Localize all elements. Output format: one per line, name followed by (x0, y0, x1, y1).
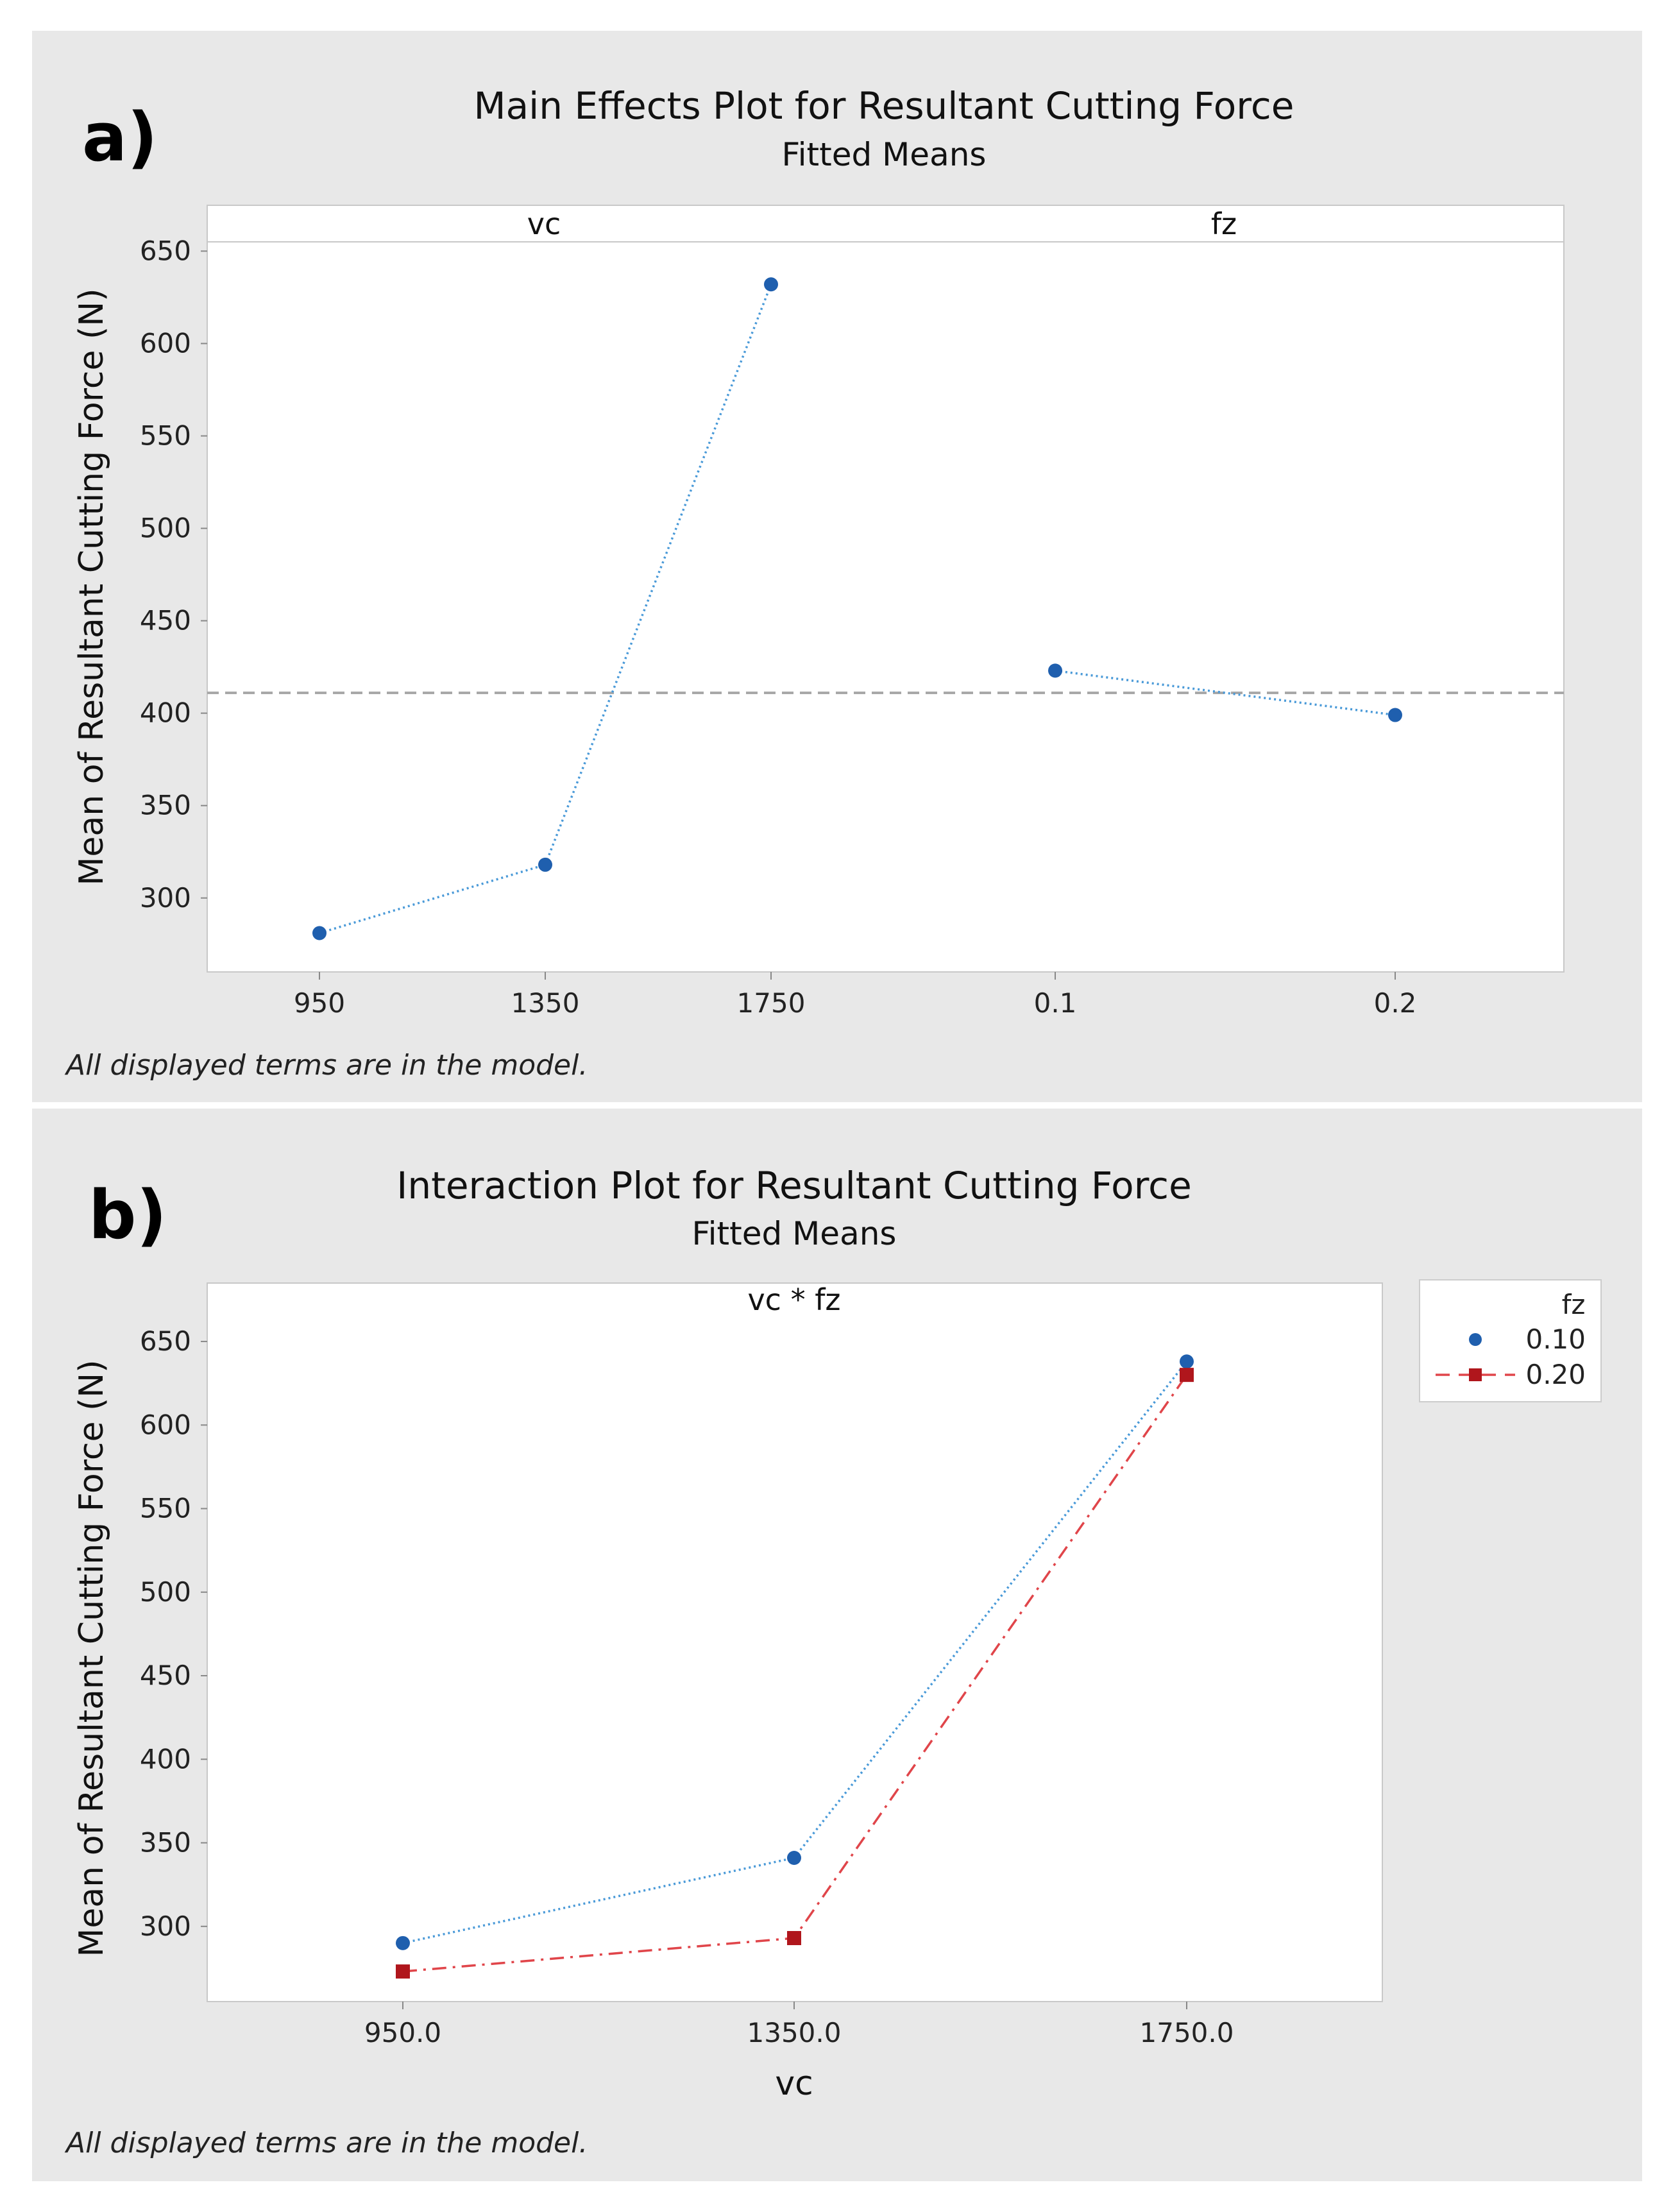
panel-a-y-ticks: 300 350 400 450 500 550 600 650 (140, 235, 207, 914)
panel-a-y-axis-label: Mean of Resultant Cutting Force (N) (72, 289, 111, 886)
series-point-fz-0.20 (1180, 1368, 1194, 1382)
y-tick-label: 650 (140, 235, 191, 266)
x-tick-label: 0.1 (1034, 987, 1077, 1019)
main-effect-point-fz (1048, 663, 1062, 678)
y-tick-label: 350 (140, 790, 191, 821)
panel-b-y-axis-label: Mean of Resultant Cutting Force (N) (72, 1360, 111, 1957)
legend-items: 0.10 0.20 (1436, 1323, 1586, 1390)
panel-a-label: a) (82, 98, 158, 176)
main-effect-point-fz (1388, 708, 1402, 722)
x-tick-label: 0.2 (1374, 987, 1417, 1019)
panel-b-y-ticks: 300 350 400 450 500 550 600 650 (140, 1325, 207, 1942)
main-effect-line-vc (319, 284, 772, 935)
legend-marker-square (1469, 1368, 1482, 1381)
y-tick-label: 600 (140, 327, 191, 359)
facet-label-vc: vc (527, 207, 561, 241)
y-tick-label: 400 (140, 1743, 191, 1774)
series-point-fz-0.20 (396, 1964, 410, 1979)
y-tick-label: 600 (140, 1409, 191, 1440)
y-tick-label: 450 (140, 1660, 191, 1691)
panel-b-subtitle: Fitted Means (692, 1215, 897, 1252)
y-tick-label: 300 (140, 882, 191, 914)
series-point-fz-0.10 (1180, 1354, 1194, 1369)
facet-label-fz: fz (1211, 207, 1237, 241)
series-point-fz-0.10 (787, 1850, 801, 1865)
panel-b-x-axis-label: vc (775, 2064, 813, 2103)
legend-title: fz (1562, 1289, 1586, 1320)
main-effect-point-vc (538, 857, 552, 872)
panel-a-title: Main Effects Plot for Resultant Cutting … (474, 84, 1294, 128)
panel-a-footnote: All displayed terms are in the model. (64, 1049, 588, 1082)
y-tick-label: 500 (140, 513, 191, 544)
panel-b-title: Interaction Plot for Resultant Cutting F… (396, 1164, 1192, 1207)
series-point-fz-0.10 (396, 1936, 410, 1950)
panel-a-subtitle: Fitted Means (782, 136, 987, 173)
panel-a-x-ticks: 950 1350 1750 0.1 0.2 (294, 972, 1416, 1019)
y-tick-label: 500 (140, 1576, 191, 1608)
panel-a-marks (207, 277, 1564, 940)
y-tick-label: 550 (140, 1493, 191, 1524)
x-tick-label: 1750.0 (1140, 2017, 1234, 2048)
panel-b-footnote: All displayed terms are in the model. (64, 2127, 588, 2159)
y-tick-label: 350 (140, 1827, 191, 1859)
x-tick-label: 1750 (737, 987, 806, 1019)
panel-b-x-ticks: 950.0 1350.0 1750.0 (364, 2002, 1234, 2048)
main-effect-point-vc (764, 277, 778, 292)
y-tick-label: 450 (140, 605, 191, 636)
legend-box (1419, 1279, 1602, 1402)
x-tick-label: 950.0 (364, 2017, 441, 2048)
x-tick-label: 1350 (511, 987, 580, 1019)
legend: fz 0.10 0.20 (1419, 1279, 1602, 1402)
panel-b-plot-area (207, 1282, 1383, 2002)
main-effect-line-fz (1055, 669, 1396, 717)
legend-label: 0.10 (1525, 1323, 1586, 1355)
y-tick-label: 650 (140, 1325, 191, 1357)
panel-b-marks (396, 1354, 1194, 1979)
main-effect-point-vc (312, 926, 327, 940)
interaction-strip-label: vc * fz (747, 1282, 840, 1317)
panel-b-label: b) (89, 1176, 167, 1254)
y-tick-label: 550 (140, 420, 191, 452)
y-tick-label: 400 (140, 697, 191, 729)
legend-label: 0.20 (1525, 1359, 1586, 1390)
x-tick-label: 1350.0 (747, 2017, 842, 2048)
series-point-fz-0.20 (787, 1931, 801, 1946)
panel-a-plot-area (207, 205, 1565, 973)
x-tick-label: 950 (294, 987, 345, 1019)
y-tick-label: 300 (140, 1910, 191, 1942)
legend-marker-circle (1469, 1333, 1482, 1346)
